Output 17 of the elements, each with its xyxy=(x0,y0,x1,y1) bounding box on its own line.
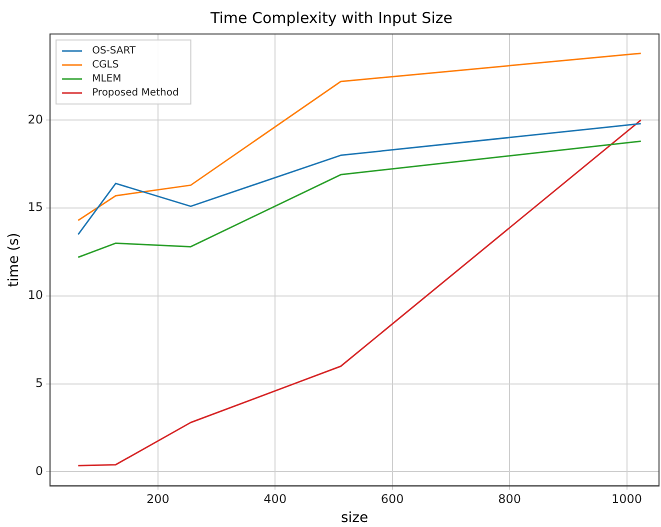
y-tick-label: 10 xyxy=(28,288,44,302)
x-tick-label: 800 xyxy=(498,492,522,506)
y-tick-label: 15 xyxy=(28,200,44,214)
x-tick-label: 600 xyxy=(380,492,404,506)
y-tick-label: 5 xyxy=(35,376,44,390)
x-axis-title: size xyxy=(340,510,368,526)
x-tick-label: 1000 xyxy=(611,492,642,506)
legend-label: Proposed Method xyxy=(92,88,179,99)
legend-label: OS-SART xyxy=(92,46,136,57)
y-tick-label: 20 xyxy=(28,112,44,126)
y-axis-title: time (s) xyxy=(6,232,22,288)
legend-label: CGLS xyxy=(92,60,119,71)
chart-title: Time Complexity with Input Size xyxy=(210,8,452,27)
x-tick-label: 400 xyxy=(264,492,287,506)
legend-label: MLEM xyxy=(92,74,122,85)
y-tick-label: 0 xyxy=(35,464,44,478)
x-tick-label: 200 xyxy=(146,492,170,506)
